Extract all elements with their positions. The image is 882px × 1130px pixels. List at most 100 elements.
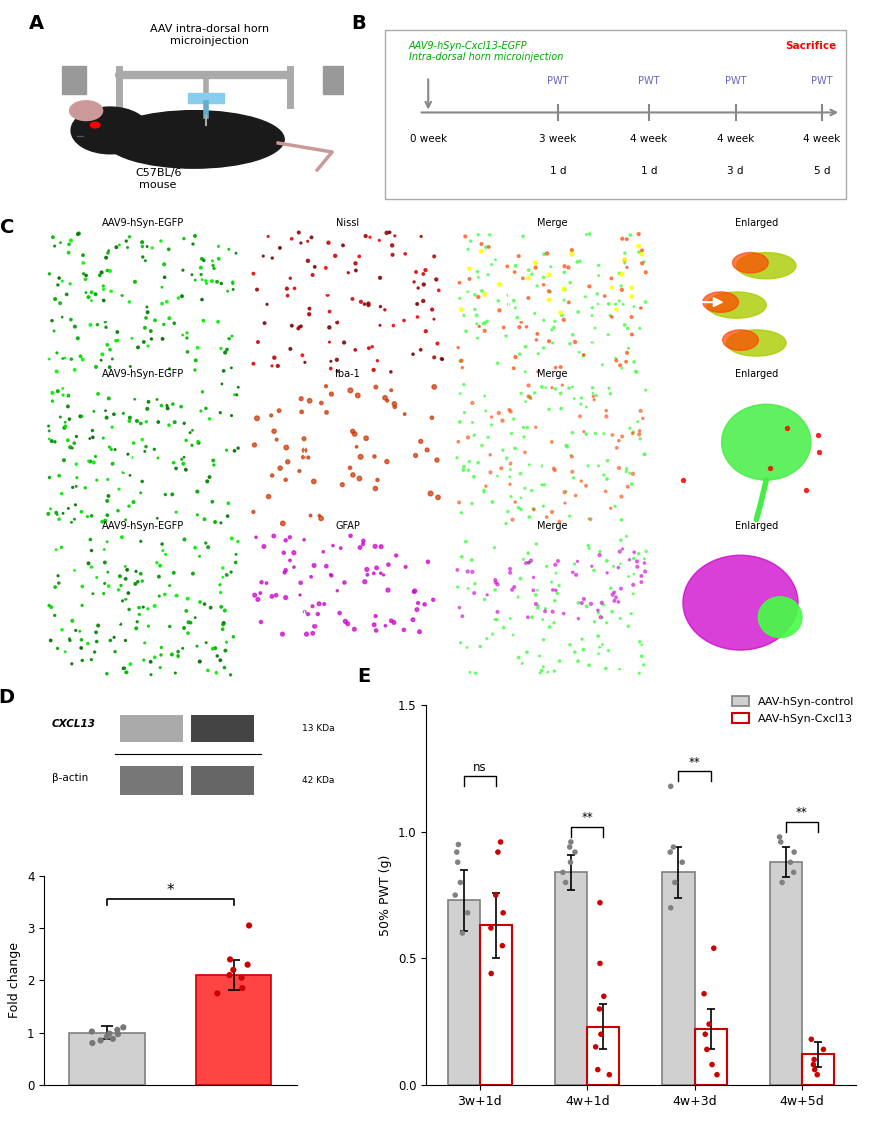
Point: [246, 264, 260, 282]
Point: [600, 614, 614, 632]
Point: [123, 412, 137, 431]
Point: [524, 551, 538, 570]
Point: [551, 551, 565, 570]
Point: [557, 494, 572, 512]
Point: [639, 381, 653, 399]
Point: [585, 306, 599, 324]
Point: [137, 333, 151, 351]
Point: [380, 452, 394, 470]
Point: [310, 605, 325, 623]
Point: [75, 651, 89, 669]
Point: [314, 394, 328, 412]
Point: [360, 560, 374, 579]
Point: [111, 502, 125, 520]
Bar: [802, 1054, 834, 1085]
Point: [471, 268, 485, 286]
Point: [183, 424, 198, 442]
Point: [301, 606, 315, 624]
Point: [102, 438, 116, 457]
Point: [227, 628, 241, 646]
Point: [62, 244, 76, 262]
Point: [637, 655, 651, 673]
Point: [621, 617, 635, 635]
Point: [62, 386, 76, 405]
Point: [572, 593, 586, 611]
Point: [496, 411, 510, 429]
Point: [557, 311, 571, 329]
Point: [220, 441, 234, 459]
Point: [120, 560, 134, 579]
Point: [470, 329, 484, 347]
Point: [378, 617, 392, 635]
Point: [323, 303, 337, 321]
Point: [210, 984, 224, 1002]
Point: [98, 512, 112, 530]
Point: [565, 462, 579, 480]
Point: [256, 247, 270, 266]
Point: [76, 254, 90, 272]
Point: [617, 244, 632, 262]
Text: 4 week: 4 week: [717, 134, 754, 144]
Point: [450, 449, 464, 467]
Point: [134, 532, 148, 550]
Point: [581, 510, 595, 528]
Point: [130, 412, 144, 431]
Point: [65, 611, 79, 629]
Point: [620, 231, 634, 249]
Point: [279, 589, 293, 607]
Point: [103, 340, 117, 358]
Point: [106, 454, 120, 472]
Point: [459, 532, 473, 550]
Point: [180, 329, 194, 347]
Point: [91, 617, 105, 635]
Point: [60, 286, 74, 304]
Point: [384, 363, 398, 381]
Point: [591, 1061, 605, 1079]
Point: [94, 351, 108, 370]
Text: 3 d: 3 d: [728, 166, 744, 176]
Point: [482, 238, 496, 257]
Point: [609, 351, 624, 370]
Point: [100, 1027, 114, 1045]
Point: [496, 904, 510, 922]
Point: [229, 385, 243, 403]
Point: [118, 511, 132, 529]
Point: [457, 403, 471, 421]
Point: [100, 409, 114, 427]
Point: [576, 347, 590, 365]
Point: [591, 603, 605, 622]
Point: [411, 279, 425, 297]
Point: [542, 332, 556, 350]
Point: [431, 488, 445, 506]
Point: [632, 243, 647, 261]
Point: [112, 480, 126, 498]
Point: [603, 579, 617, 597]
Text: AAV9-hSyn-EGFP: AAV9-hSyn-EGFP: [102, 218, 184, 228]
Point: [228, 442, 242, 460]
Text: Merge: Merge: [537, 370, 567, 380]
Point: [79, 267, 93, 285]
Point: [165, 486, 179, 504]
Point: [538, 600, 552, 618]
Point: [582, 225, 596, 243]
Point: [318, 596, 332, 614]
Point: [603, 384, 617, 402]
Point: [480, 585, 494, 603]
Point: [188, 609, 202, 627]
Point: [147, 441, 161, 459]
Point: [603, 306, 617, 324]
Point: [194, 259, 208, 277]
Point: [484, 965, 498, 983]
Point: [193, 652, 207, 670]
Point: [278, 564, 292, 582]
Point: [564, 245, 579, 263]
Point: [352, 247, 366, 266]
Point: [554, 384, 568, 402]
Point: [152, 567, 166, 585]
Point: [496, 937, 510, 955]
Point: [624, 308, 639, 327]
Point: [381, 556, 395, 574]
Point: [406, 610, 420, 628]
Point: [783, 853, 797, 871]
Point: [101, 242, 116, 260]
